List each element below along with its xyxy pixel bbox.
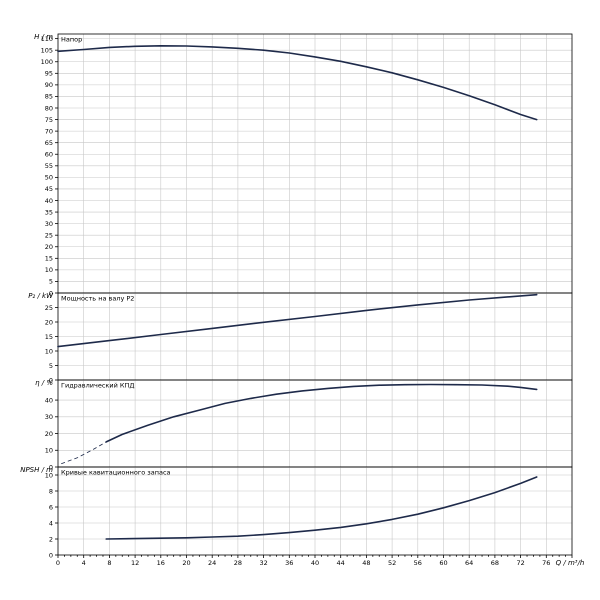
y-tick-label: 15 [45, 333, 53, 341]
y-tick-label: 15 [45, 255, 53, 263]
y-tick-label: 40 [45, 396, 53, 404]
x-tick-label: 36 [285, 559, 293, 567]
y-tick-label: 30 [45, 220, 53, 228]
curve-power [57, 293, 538, 348]
x-tick-label: 76 [542, 559, 550, 567]
x-tick-label: 32 [259, 559, 267, 567]
x-tick-label: 24 [208, 559, 216, 567]
y-tick-label: 110 [41, 35, 53, 43]
y-tick-label: 8 [49, 487, 53, 495]
x-tick-label: 52 [388, 559, 396, 567]
y-tick-label: 20 [45, 430, 53, 438]
y-axis-label: H / m [34, 33, 53, 41]
y-tick-label: 80 [45, 104, 53, 112]
y-tick-label: 10 [45, 266, 53, 274]
x-tick-label: 64 [465, 559, 473, 567]
curve-extension [61, 441, 107, 465]
x-tick-label: 56 [414, 559, 422, 567]
panel-title: Кривые кавитационного запаса [61, 469, 171, 477]
panel-power: 0 5 10 15 20 25 P₂ / kW Мощность на валу P2 [28, 292, 573, 384]
panel-title: Гидравлический КПД [61, 382, 134, 390]
y-tick-label: 20 [45, 318, 53, 326]
panel-title: Мощность на валу P2 [61, 295, 134, 303]
y-tick-label: 10 [45, 471, 53, 479]
y-tick-label: 25 [45, 231, 53, 239]
y-tick-label: 85 [45, 93, 53, 101]
panel-title: Напор [61, 36, 82, 44]
x-tick-label: 72 [516, 559, 524, 567]
y-tick-label: 0 [49, 376, 53, 384]
y-tick-label: 75 [45, 116, 53, 124]
x-tick-label: 12 [131, 559, 139, 567]
curve-efficiency [105, 383, 538, 443]
x-tick-label: 40 [311, 559, 319, 567]
y-tick-label: 30 [45, 413, 53, 421]
y-tick-label: 10 [45, 347, 53, 355]
y-axis-label: NPSH / m [20, 466, 53, 474]
y-tick-label: 55 [45, 162, 53, 170]
y-tick-label: 0 [49, 551, 53, 559]
y-tick-label: 10 [45, 447, 53, 455]
y-tick-label: 105 [41, 46, 53, 54]
y-tick-label: 50 [45, 174, 53, 182]
y-tick-label: 0 [49, 289, 53, 297]
x-axis-label: Q / m³/h [556, 559, 585, 567]
x-tick-label: 16 [157, 559, 165, 567]
x-tick-label: 4 [82, 559, 86, 567]
y-tick-label: 2 [49, 535, 53, 543]
y-tick-label: 65 [45, 139, 53, 147]
y-tick-label: 90 [45, 81, 53, 89]
x-tick-label: 0 [56, 559, 60, 567]
curve-head [57, 45, 538, 121]
x-tick-label: 44 [337, 559, 345, 567]
y-tick-label: 70 [45, 127, 53, 135]
y-axis-label: η / % [35, 379, 53, 387]
y-tick-label: 5 [49, 362, 53, 370]
x-tick-label: 8 [107, 559, 111, 567]
y-tick-label: 100 [41, 58, 53, 66]
panel-head: 0 5 10 15 20 25 30 35 40 45 50 55 60 65 70 75 80 85 90 95 10… [34, 33, 573, 297]
y-tick-label: 60 [45, 151, 53, 159]
y-axis-label: P₂ / kW [28, 292, 54, 300]
panel-efficiency: 0 10 20 30 40 η / % Гидравлический КПД [35, 379, 573, 471]
x-tick-label: 20 [182, 559, 190, 567]
x-tick-label: 68 [491, 559, 499, 567]
y-tick-label: 4 [49, 519, 53, 527]
y-tick-label: 6 [49, 503, 53, 511]
x-tick-label: 60 [439, 559, 447, 567]
x-tick-label: 28 [234, 559, 242, 567]
y-tick-label: 40 [45, 197, 53, 205]
y-tick-label: 20 [45, 243, 53, 251]
y-tick-label: 45 [45, 185, 53, 193]
y-tick-label: 25 [45, 304, 53, 312]
curve-npsh [105, 476, 538, 540]
y-tick-label: 0 [49, 463, 53, 471]
x-tick-label: 48 [362, 559, 370, 567]
x-axis: 0 4 8 12 16 20 24 28 32 36 40 44 48 52 56 60 64 68 72 76 Q /… [56, 555, 584, 567]
y-tick-label: 5 [49, 278, 53, 286]
y-tick-label: 95 [45, 70, 53, 78]
y-tick-label: 35 [45, 208, 53, 216]
